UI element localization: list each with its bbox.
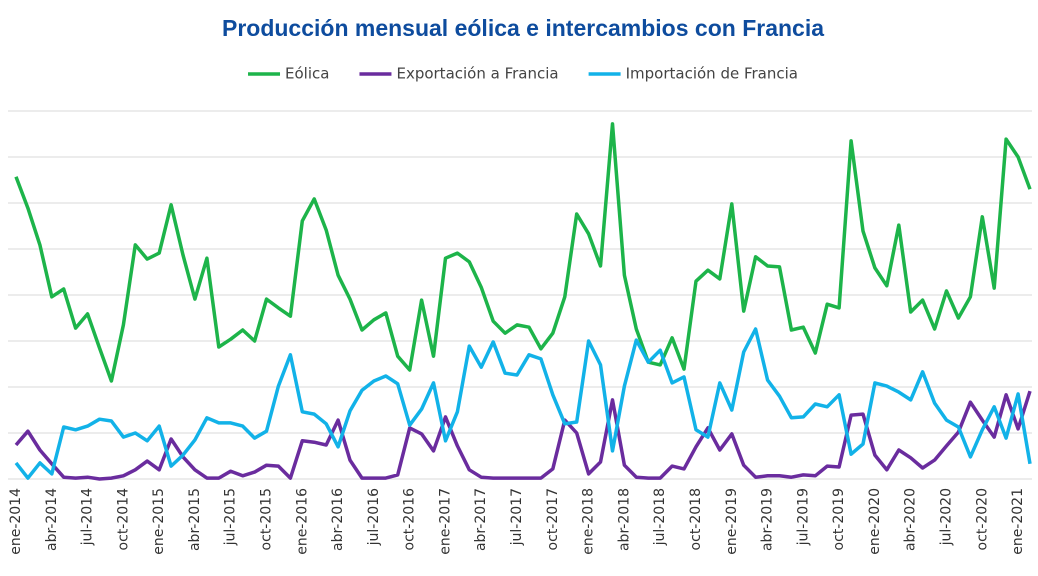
plot bbox=[14, 122, 1032, 481]
grid bbox=[8, 110, 1032, 480]
x-tick-label: oct-2019 bbox=[831, 488, 847, 550]
legend: Eólica Exportación a Francia Importación d… bbox=[248, 65, 798, 83]
legend-item: Eólica bbox=[248, 65, 329, 83]
x-tick-label: oct-2017 bbox=[545, 488, 561, 550]
legend-label: Importación de Francia bbox=[626, 65, 798, 83]
x-tick-label: jul-2016 bbox=[366, 488, 382, 546]
line-series bbox=[14, 327, 1032, 480]
x-tick-label: abr-2020 bbox=[903, 488, 919, 551]
line-series bbox=[14, 390, 1032, 481]
x-tick-label: ene-2015 bbox=[151, 488, 167, 555]
x-tick-label: ene-2020 bbox=[867, 488, 883, 555]
legend-item: Importación de Francia bbox=[588, 65, 798, 83]
x-axis: ene-2014 abr-2014 jul-2014 oct-2014 ene-2015… bbox=[8, 488, 1026, 555]
x-tick-label: oct-2018 bbox=[688, 488, 704, 550]
x-tick-label: jul-2019 bbox=[795, 488, 811, 546]
x-tick-label: oct-2015 bbox=[259, 488, 275, 550]
legend-label: Eólica bbox=[285, 65, 329, 83]
x-tick-label: ene-2018 bbox=[581, 488, 597, 555]
x-tick-label: jul-2014 bbox=[80, 488, 96, 546]
x-tick-label: ene-2021 bbox=[1010, 488, 1026, 555]
x-tick-label: ene-2014 bbox=[8, 488, 24, 555]
x-tick-label: ene-2017 bbox=[437, 488, 453, 555]
x-tick-label: oct-2014 bbox=[115, 488, 131, 551]
legend-label: Exportación a Francia bbox=[396, 65, 558, 83]
x-tick-label: abr-2014 bbox=[44, 488, 60, 551]
x-tick-label: jul-2015 bbox=[223, 488, 239, 546]
x-tick-label: jul-2017 bbox=[509, 488, 525, 546]
x-tick-label: abr-2015 bbox=[187, 488, 203, 551]
x-tick-label: jul-2018 bbox=[652, 488, 668, 546]
x-tick-label: abr-2016 bbox=[330, 488, 346, 551]
x-tick-label: ene-2019 bbox=[724, 488, 740, 555]
x-tick-label: oct-2020 bbox=[974, 488, 990, 550]
legend-item: Exportación a Francia bbox=[359, 65, 559, 83]
line-series bbox=[14, 122, 1032, 383]
x-tick-label: jul-2020 bbox=[938, 488, 954, 546]
x-tick-label: oct-2016 bbox=[402, 488, 418, 551]
x-tick-label: abr-2017 bbox=[473, 488, 489, 551]
chart-title: Producción mensual eólica e intercambios… bbox=[222, 15, 824, 41]
x-tick-label: ene-2016 bbox=[294, 488, 310, 555]
x-tick-label: abr-2019 bbox=[760, 488, 776, 551]
x-tick-label: abr-2018 bbox=[616, 488, 632, 551]
